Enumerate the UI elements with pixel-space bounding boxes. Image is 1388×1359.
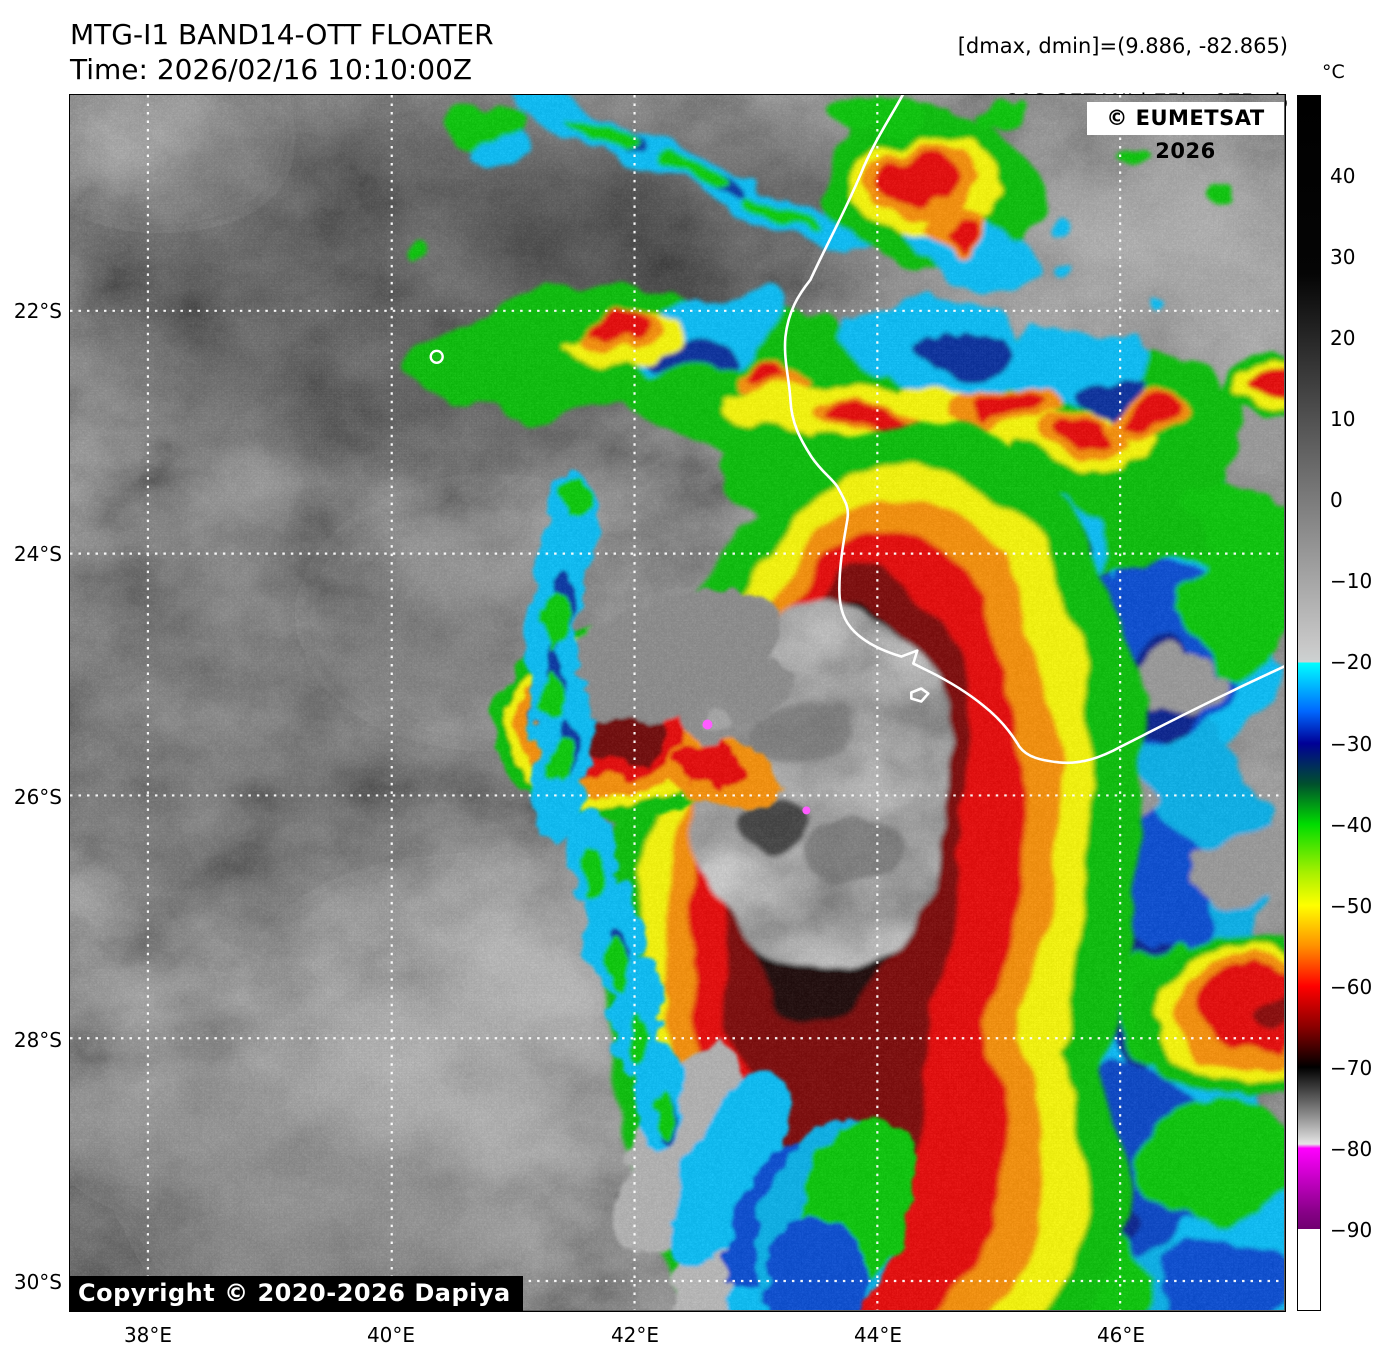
lat-tick-label: 26°S	[13, 785, 62, 809]
colorbar-tick-label: 20	[1330, 326, 1356, 351]
copyright-badge: Copyright © 2020-2026 Dapiya	[70, 1276, 523, 1312]
graticule-gridlines	[70, 95, 1284, 1310]
lat-tick-label: 30°S	[13, 1270, 62, 1294]
satellite-image	[70, 95, 1284, 1310]
colorbar-tick-label: −20	[1330, 650, 1373, 675]
colorbar-tick-label: −60	[1330, 974, 1373, 999]
colorbar-tick-label: −90	[1330, 1217, 1373, 1242]
timestamp-line: Time: 2026/02/16 10:10:00Z	[70, 53, 473, 86]
colorbar-tick-label: −50	[1330, 893, 1373, 918]
colorbar-tick-label: 30	[1330, 245, 1356, 270]
location-marker	[429, 349, 444, 364]
colorbar-tick-label: −10	[1330, 569, 1373, 594]
lon-tick-label: 40°E	[366, 1323, 416, 1347]
colorbar-tick-label: −80	[1330, 1136, 1373, 1161]
page-title: MTG-I1 BAND14-OTT FLOATER	[70, 18, 494, 51]
colorbar-tick-label: 40	[1330, 164, 1356, 189]
colorbar-gradient	[1297, 95, 1321, 1311]
colorbar-tick-label: −40	[1330, 812, 1373, 837]
coldest-pixel-dots	[702, 719, 811, 815]
colorbar-tick-label: 0	[1330, 488, 1343, 513]
lat-tick-label: 24°S	[13, 542, 62, 566]
lon-tick-label: 46°E	[1096, 1323, 1146, 1347]
colorbar-tick-label: −70	[1330, 1055, 1373, 1080]
lon-tick-label: 42°E	[610, 1323, 660, 1347]
lat-tick-label: 22°S	[13, 299, 62, 323]
colorbar-tick-label: 10	[1330, 407, 1356, 432]
lat-tick-label: 28°S	[13, 1028, 62, 1052]
eumetsat-badge: © EUMETSAT 2026	[1087, 102, 1284, 163]
coastline	[783, 95, 1284, 765]
range-line: [dmax, dmin]=(9.886, -82.865)	[957, 34, 1288, 58]
noise-overlay	[70, 95, 1284, 1310]
lon-tick-label: 38°E	[123, 1323, 173, 1347]
lon-tick-label: 44°E	[853, 1323, 903, 1347]
colorbar-unit-label: °C	[1322, 61, 1345, 83]
colorbar-tick-label: −30	[1330, 731, 1373, 756]
map-frame	[69, 94, 1286, 1312]
